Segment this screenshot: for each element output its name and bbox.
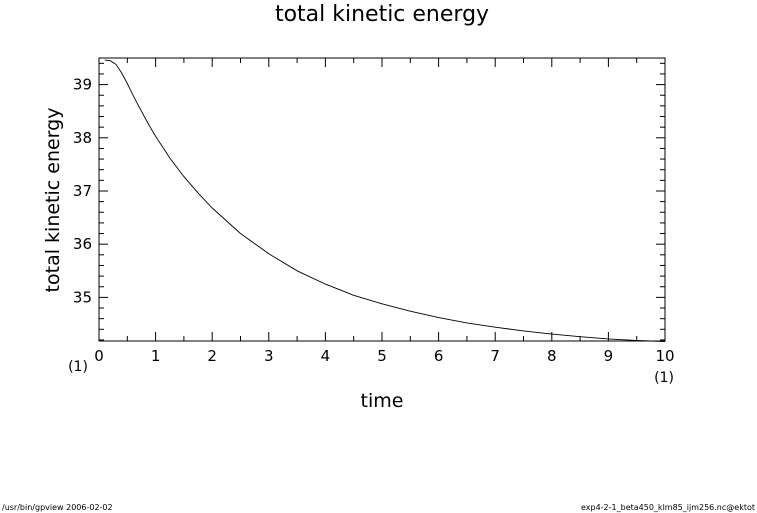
- y-tick-label: 36: [73, 235, 92, 253]
- y-tick-label: 35: [73, 288, 92, 306]
- x-unit-label-left: (1): [68, 359, 88, 375]
- y-axis-label: total kinetic energy: [42, 108, 64, 293]
- y-tick-label: 38: [73, 129, 92, 147]
- x-tick-label: 3: [264, 347, 274, 365]
- footer-right-text: exp4-2-1_beta450_klm85_ijm256.nc@ektot: [580, 503, 755, 512]
- x-axis-label: time: [361, 390, 404, 412]
- x-tick-label: 5: [377, 347, 387, 365]
- x-tick-label: 7: [490, 347, 500, 365]
- x-tick-label: 9: [604, 347, 614, 365]
- x-tick-label: 8: [547, 347, 557, 365]
- y-tick-label: 39: [73, 76, 92, 94]
- tick-labels: 0 1 2 3 4 5 6 7 8 9 10 35 36 37 38 39: [73, 76, 675, 365]
- series-line: [104, 59, 666, 342]
- chart-title: total kinetic energy: [275, 2, 489, 27]
- plot-frame: [98, 57, 666, 342]
- x-tick-label: 1: [151, 347, 161, 365]
- x-tick-label: 0: [94, 347, 104, 365]
- x-unit-label-right: (1): [654, 370, 674, 386]
- y-tick-label: 37: [73, 182, 92, 200]
- axis-ticks: [98, 58, 666, 341]
- footer-left-text: /usr/bin/gpview 2006-02-02: [2, 503, 113, 512]
- x-tick-label: 10: [655, 347, 674, 365]
- x-tick-label: 6: [434, 347, 444, 365]
- x-tick-label: 4: [321, 347, 331, 365]
- x-tick-label: 2: [207, 347, 217, 365]
